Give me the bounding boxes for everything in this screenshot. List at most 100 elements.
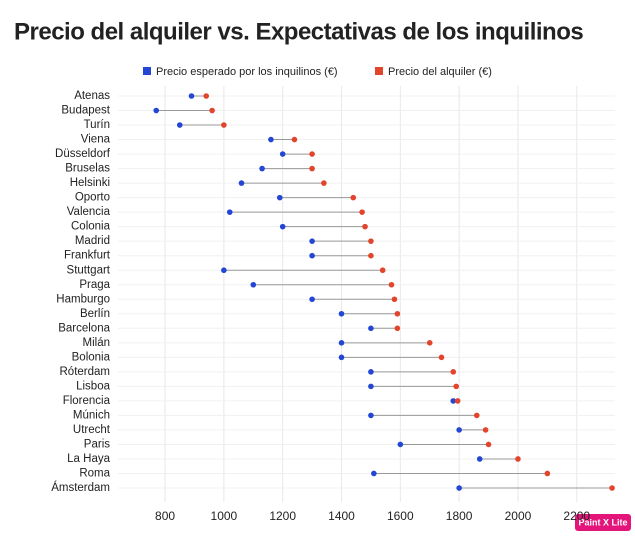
- dot-expected: [368, 369, 374, 375]
- category-label: Berlín: [80, 308, 110, 320]
- dot-rent: [394, 325, 401, 332]
- dot-rent: [321, 180, 327, 186]
- category-label: Oporto: [75, 192, 110, 204]
- category-label: Paris: [84, 438, 110, 450]
- category-label: Barcelona: [58, 322, 110, 334]
- dot-expected: [368, 325, 374, 332]
- x-tick-label: 1400: [328, 509, 355, 523]
- category-label: Florencia: [63, 395, 111, 407]
- category-label: Milán: [83, 337, 110, 349]
- dot-expected: [309, 238, 315, 244]
- dot-expected: [476, 456, 483, 462]
- category-label: Praga: [79, 279, 110, 291]
- dot-expected: [456, 427, 462, 433]
- dot-rent: [391, 296, 398, 303]
- dot-expected: [259, 165, 265, 172]
- dot-expected: [250, 281, 257, 288]
- category-label: Stuttgart: [67, 264, 111, 276]
- dot-rent: [482, 427, 489, 433]
- dot-expected: [338, 310, 345, 317]
- category-label: Viena: [81, 134, 111, 146]
- watermark: Paint X Lite: [578, 517, 627, 527]
- dot-rent: [309, 165, 315, 172]
- category-label: Lisboa: [76, 380, 110, 392]
- dot-rent: [450, 369, 457, 375]
- category-label: Roma: [79, 468, 110, 480]
- dot-expected: [368, 412, 374, 419]
- dot-expected: [397, 441, 404, 448]
- dot-expected: [153, 107, 160, 114]
- dot-rent: [368, 238, 374, 244]
- category-label: Valencia: [67, 206, 111, 218]
- dot-expected: [226, 209, 233, 215]
- dot-rent: [438, 354, 445, 361]
- dot-rent: [426, 340, 433, 346]
- watermark-badge: [575, 514, 631, 531]
- dot-expected: [221, 267, 227, 274]
- dot-expected: [238, 180, 245, 186]
- legend-swatch: [143, 67, 151, 75]
- dot-expected: [368, 383, 374, 390]
- chart-title: Precio del alquiler vs. Expectativas de …: [14, 18, 583, 45]
- dot-rent: [362, 223, 368, 230]
- category-label: Atenas: [74, 90, 110, 102]
- category-label: Colonia: [71, 221, 111, 233]
- dot-expected: [188, 93, 195, 99]
- legend-swatch: [375, 67, 383, 75]
- dot-expected: [279, 151, 286, 157]
- category-label: Utrecht: [73, 424, 111, 436]
- category-label: Düsseldorf: [55, 148, 111, 160]
- x-tick-label: 800: [155, 509, 175, 523]
- category-label: Helsinki: [70, 177, 110, 189]
- category-label: Bolonia: [72, 351, 111, 363]
- dot-rent: [394, 310, 401, 317]
- category-label: Budapest: [61, 105, 110, 117]
- dot-expected: [176, 122, 183, 128]
- dot-rent: [453, 383, 459, 390]
- dot-rent: [203, 93, 210, 99]
- dot-rent: [454, 398, 461, 404]
- dot-rent: [379, 267, 386, 274]
- dot-expected: [450, 398, 457, 404]
- category-label: Bruselas: [65, 163, 110, 175]
- dot-expected: [268, 136, 274, 143]
- category-label: Ámsterdam: [51, 481, 110, 494]
- dot-rent: [473, 412, 480, 419]
- category-label: Madrid: [75, 235, 110, 247]
- legend-label: Precio del alquiler (€): [388, 66, 492, 78]
- dot-rent: [221, 122, 227, 128]
- category-label: Turín: [84, 119, 110, 131]
- dot-rent: [515, 456, 521, 462]
- dot-rent: [291, 136, 298, 143]
- dot-rent: [544, 470, 551, 477]
- x-tick-label: 2200: [563, 509, 590, 523]
- dot-expected: [338, 354, 345, 361]
- dot-rent: [209, 107, 215, 114]
- dot-expected: [456, 485, 462, 491]
- x-tick-label: 1800: [446, 509, 473, 523]
- dot-rent: [388, 281, 395, 288]
- dot-expected: [309, 252, 315, 259]
- dot-expected: [276, 194, 283, 201]
- category-label: Frankfurt: [64, 250, 111, 262]
- dot-expected: [279, 223, 286, 230]
- category-label: La Haya: [67, 453, 110, 465]
- legend-label: Precio esperado por los inquilinos (€): [156, 66, 338, 78]
- x-tick-label: 1000: [211, 509, 238, 523]
- category-label: Róterdam: [60, 366, 111, 378]
- dot-rent: [309, 151, 315, 157]
- dot-expected: [309, 296, 315, 303]
- dot-rent: [359, 209, 365, 215]
- dot-rent: [350, 194, 357, 201]
- dot-expected: [338, 340, 345, 346]
- x-tick-label: 1200: [269, 509, 296, 523]
- category-label: Hamburgo: [56, 293, 110, 305]
- dot-rent: [485, 441, 492, 448]
- x-tick-label: 1600: [387, 509, 414, 523]
- dot-expected: [371, 470, 377, 477]
- category-label: Múnich: [73, 409, 110, 421]
- dot-rent: [368, 252, 374, 259]
- dot-rent: [609, 485, 615, 491]
- x-tick-label: 2000: [505, 509, 532, 523]
